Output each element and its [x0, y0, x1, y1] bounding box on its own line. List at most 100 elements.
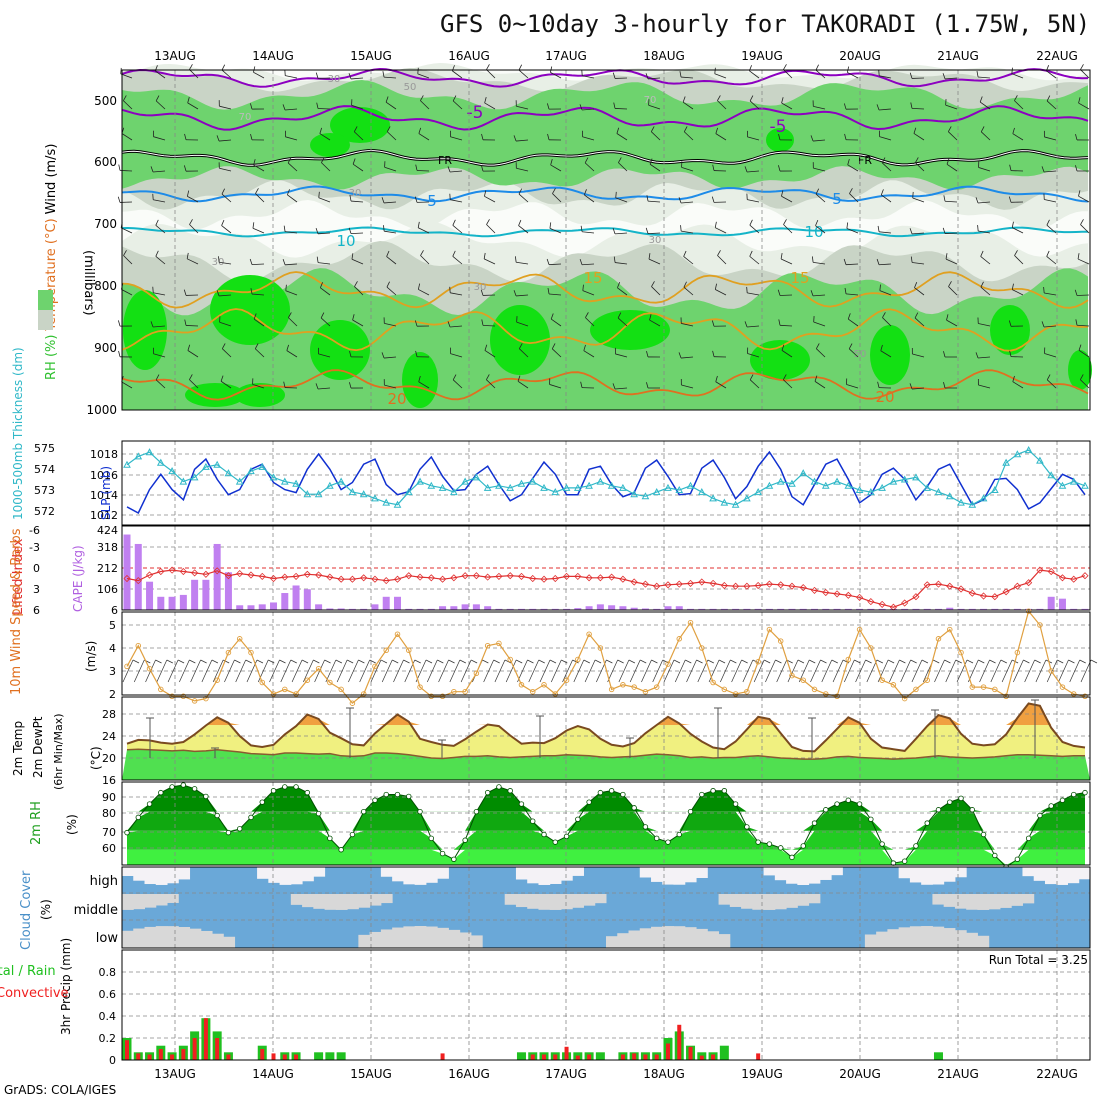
- wind-barb: [581, 263, 595, 266]
- cape-bar: [1070, 608, 1078, 610]
- wind-barb: [321, 157, 325, 163]
- wind-barb: [844, 287, 847, 294]
- wind-barb: [579, 258, 583, 265]
- wind10m-marker: [642, 688, 649, 695]
- wind-barb: [815, 219, 819, 226]
- surface-wind-barb: [629, 659, 641, 683]
- cape-tick-label: 424: [97, 524, 118, 537]
- cape-bar: [168, 596, 176, 610]
- rh-marker: [947, 799, 953, 805]
- cloud-low-gap: [448, 929, 461, 948]
- rh-marker: [766, 841, 773, 847]
- wind-barb: [680, 225, 682, 232]
- rh-marker: [665, 839, 671, 845]
- wind-barb: [283, 225, 286, 232]
- surface-wind-barb: [753, 659, 765, 683]
- thickness-marker: [867, 488, 875, 496]
- rh-marker: [180, 782, 187, 788]
- contour-label-10: 10: [336, 232, 355, 250]
- wind-barb: [1076, 324, 1090, 327]
- cloud-high-gap: [1056, 867, 1068, 885]
- cloud-middle-gap: [583, 894, 596, 906]
- cloud-high-gap: [639, 867, 652, 878]
- wind-barb: [252, 222, 255, 229]
- wind-barb: [880, 189, 884, 196]
- wind-barb: [547, 133, 550, 140]
- cloud-high-gap: [943, 867, 956, 882]
- wind-barb: [746, 286, 748, 293]
- cloud-low-gap: [380, 929, 393, 948]
- wind-barb: [486, 219, 490, 225]
- wind-barb: [548, 263, 562, 266]
- surface-wind-barb: [731, 659, 742, 683]
- li-tick-label: -3: [29, 541, 40, 554]
- wind-barb: [948, 131, 958, 141]
- surface-wind-barb-flag: [504, 659, 512, 664]
- thickness-marker: [247, 467, 255, 475]
- wind-barb: [847, 72, 859, 79]
- wind-barb: [1011, 283, 1014, 290]
- wind10m-marker: [259, 679, 265, 686]
- wind-barb: [911, 107, 925, 110]
- wind-barb: [549, 384, 562, 389]
- rh-marker: [282, 784, 288, 790]
- cloud-middle-gap: [752, 894, 765, 910]
- wind10m-marker: [1048, 668, 1054, 674]
- precip-convective-bar: [756, 1053, 761, 1060]
- li-marker: [1058, 574, 1067, 582]
- thickness-tick-label: 575: [34, 442, 55, 455]
- li-marker: [472, 572, 480, 580]
- cloud-high-gap: [1033, 867, 1046, 881]
- wind-barb: [482, 324, 496, 327]
- precip-total-bar: [314, 1052, 324, 1060]
- cloud-high-gap: [144, 867, 157, 885]
- cloud-high-gap: [1044, 867, 1057, 885]
- surface-wind-barb: [438, 659, 449, 683]
- precip-convective-bar: [125, 1040, 129, 1060]
- wind-barb: [810, 290, 814, 297]
- wind-barb: [913, 133, 925, 141]
- thickness-marker: [551, 488, 560, 496]
- surface-wind-barb-flag: [842, 659, 850, 664]
- cape-bar: [484, 606, 492, 610]
- wind-barb: [913, 127, 917, 134]
- wind-barb: [546, 103, 550, 110]
- rh2m-frame: [121, 781, 1091, 866]
- wind-barb: [118, 164, 121, 171]
- wind-barb: [948, 286, 958, 296]
- wind-barb: [516, 261, 529, 265]
- cloud-high-gap: [122, 867, 134, 876]
- rh-marker: [146, 801, 153, 807]
- cape-bar: [878, 608, 886, 610]
- cloud-high-gap: [1067, 867, 1080, 884]
- wind-barb: [1011, 221, 1014, 228]
- wind-barb: [450, 353, 463, 358]
- wind-barb: [221, 188, 225, 195]
- wind-barb: [450, 325, 463, 328]
- precip-convective-bar: [542, 1054, 547, 1060]
- wind-barb: [584, 194, 595, 203]
- wind-barb: [783, 219, 787, 225]
- wind-barb: [584, 157, 589, 164]
- bottom-date-label: 17AUG: [545, 1067, 587, 1081]
- wind-barb: [1078, 190, 1081, 197]
- cape-bar: [427, 608, 435, 610]
- li-marker: [562, 572, 571, 580]
- temp-contour-5: [121, 185, 1089, 203]
- precip-convective-bar: [181, 1049, 186, 1060]
- rh-marker: [439, 850, 446, 857]
- wind-barb: [714, 283, 717, 290]
- rh-marker: [992, 852, 998, 859]
- cloud-middle-gap: [324, 894, 337, 910]
- wind-barb: [649, 319, 661, 327]
- rh-marker: [237, 826, 243, 832]
- surface-wind-barb-flag: [820, 659, 827, 664]
- wind-barb: [780, 252, 783, 260]
- li-marker: [348, 575, 356, 583]
- li-marker: [1070, 575, 1078, 583]
- surface-wind-barb-flag: [989, 659, 996, 664]
- wind10m-marker: [248, 649, 254, 656]
- rh-marker: [451, 856, 457, 862]
- li-marker: [1047, 567, 1055, 576]
- surface-wind-barb-flag: [730, 659, 737, 664]
